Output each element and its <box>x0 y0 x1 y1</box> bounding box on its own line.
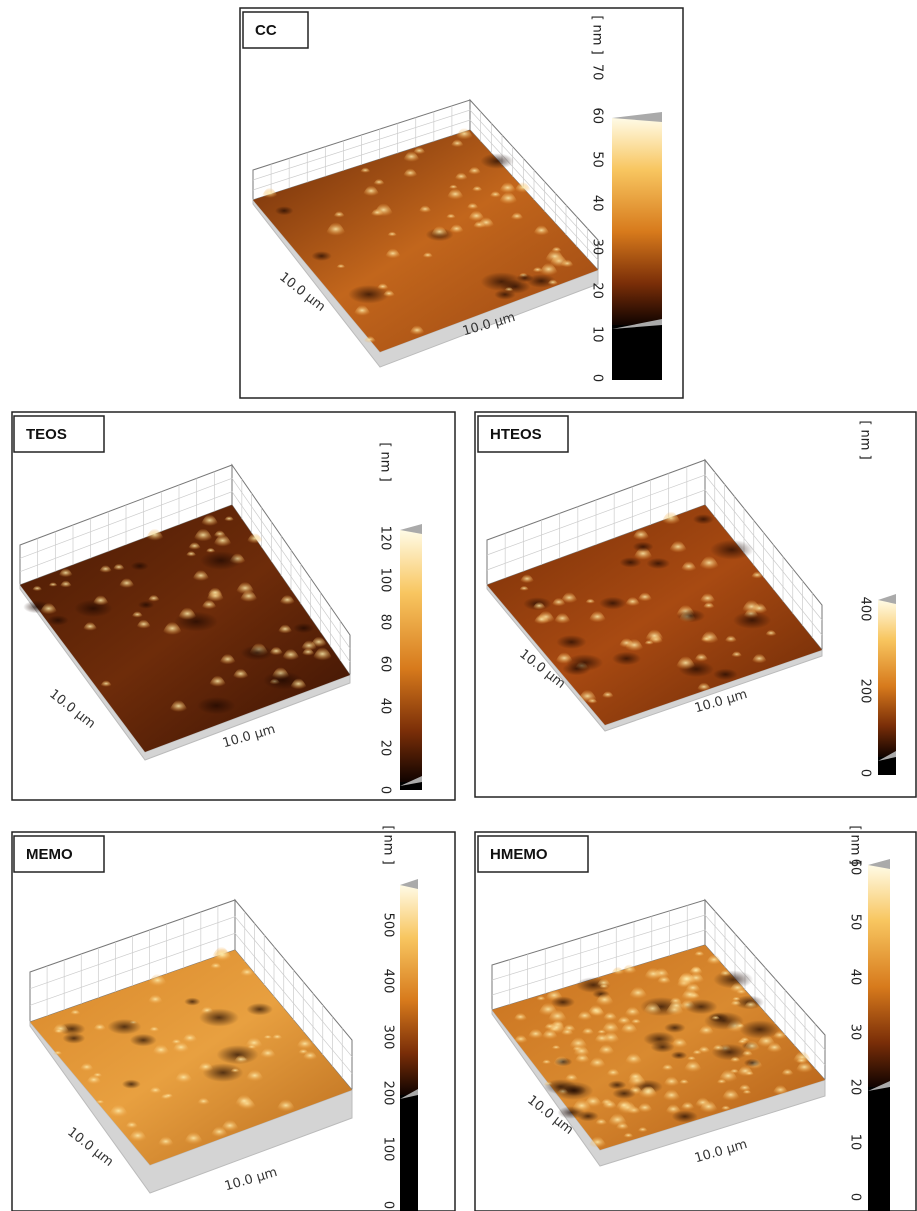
surface-pit <box>733 611 771 628</box>
colorbar-tick-label: 500 <box>381 913 396 938</box>
colorbar-tick-label: 100 <box>381 1137 396 1162</box>
colorbar-tick-label: 50 <box>848 914 863 931</box>
surface-pit <box>704 1012 744 1030</box>
colorbar-tick-label: 10 <box>848 1134 863 1151</box>
colorbar-low <box>868 1087 890 1211</box>
surface-pit <box>516 274 533 282</box>
colorbar-tick-label: 400 <box>381 969 396 994</box>
panel-label: TEOS <box>26 426 67 443</box>
colorbar-tick-label: 30 <box>590 239 605 256</box>
colorbar-tick-label: 80 <box>378 614 393 631</box>
surface-pit <box>685 999 718 1014</box>
surface-pit <box>130 1034 157 1047</box>
surface-pit <box>677 609 705 622</box>
colorbar-tick-label: 300 <box>381 1025 396 1050</box>
colorbar <box>868 865 890 1087</box>
surface-pit <box>713 669 738 681</box>
panel-label: CC <box>255 22 277 39</box>
colorbar-tick-label: 120 <box>378 526 393 551</box>
colorbar-tick-label: 40 <box>378 698 393 715</box>
surface-pit <box>664 1023 685 1033</box>
surface-pit <box>108 1019 142 1035</box>
surface-pit <box>612 652 641 666</box>
colorbar-tick-label: 20 <box>378 740 393 757</box>
colorbar-tick-label: 0 <box>590 374 605 382</box>
surface-pit <box>197 697 235 715</box>
surface-pit <box>744 1059 761 1067</box>
surface-pit <box>122 1080 141 1089</box>
surface-pit <box>577 1111 599 1121</box>
colorbar-tick-label: 10 <box>590 326 605 343</box>
afm-panel: 10.0 µm10.0 µm010203040506070[ nm ]CC <box>240 8 683 398</box>
colorbar-tick-label: 40 <box>848 969 863 986</box>
colorbar-tick-label: 100 <box>378 568 393 593</box>
colorbar-unit: [ nm ] <box>381 825 396 864</box>
surface-pit <box>184 998 200 1006</box>
surface-pit <box>551 996 575 1007</box>
surface-pit <box>199 1008 239 1026</box>
colorbar-low <box>612 325 662 380</box>
colorbar-tick-label: 200 <box>858 679 873 704</box>
colorbar-unit: [ nm ] <box>378 442 393 481</box>
surface-pit <box>311 251 331 261</box>
colorbar-tick-label: 400 <box>858 597 873 622</box>
surface-pit <box>693 514 714 524</box>
surface-pit <box>562 662 590 675</box>
colorbar-tick-label: 40 <box>590 195 605 212</box>
colorbar <box>400 530 422 782</box>
page: {"panels": [ {"label": "CC", "unit": "[ … <box>0 0 917 1211</box>
panel-label: HMEMO <box>490 846 548 863</box>
colorbar-tick-label: 60 <box>378 656 393 673</box>
surface-pit <box>671 1051 687 1059</box>
colorbar <box>878 600 896 757</box>
colorbar <box>612 118 662 325</box>
colorbar-tick-label: 30 <box>848 1024 863 1041</box>
colorbar-tick-label: 60 <box>590 108 605 125</box>
surface-pit <box>241 645 274 660</box>
colorbar-tick-label: 0 <box>848 1193 863 1201</box>
panel-label: HTEOS <box>490 426 542 443</box>
colorbar-unit: [ nm ] <box>590 15 605 54</box>
colorbar-tick-label: 200 <box>381 1081 396 1106</box>
panel-label: MEMO <box>26 846 73 863</box>
colorbar-tick-label: 20 <box>590 282 605 299</box>
colorbar-unit: [ nm ] <box>848 825 863 864</box>
afm-panel: 10.0 µm10.0 µm0200400[ nm ]HTEOS <box>475 412 916 797</box>
surface-pit <box>599 597 626 610</box>
surface-pit <box>47 615 68 625</box>
surface-pit <box>481 272 523 291</box>
colorbar <box>400 885 418 1095</box>
surface-pit <box>612 1088 636 1099</box>
colorbar-unit: [ nm ] <box>858 420 873 459</box>
colorbar-tick-label: 20 <box>848 1079 863 1096</box>
colorbar-tick-label: 0 <box>381 1201 396 1209</box>
surface-pit <box>138 601 154 609</box>
figure: 10.0 µm10.0 µm010203040506070[ nm ]CC10.… <box>0 0 917 1211</box>
surface-pit <box>633 542 654 552</box>
colorbar-tick-label: 0 <box>858 769 873 777</box>
surface-pit <box>554 1057 572 1066</box>
colorbar-tick-label: 50 <box>590 151 605 168</box>
surface-pit <box>651 1041 675 1052</box>
surface-pit <box>293 623 314 633</box>
afm-panel: 10.0 µm10.0 µm0100200300400500[ nm ]MEMO <box>12 825 455 1211</box>
afm-panel: 10.0 µm10.0 µm020406080100120[ nm ]TEOS <box>12 412 455 800</box>
surface-pit <box>480 153 514 169</box>
surface-pit <box>710 540 754 560</box>
surface-pit <box>200 551 241 570</box>
colorbar-tick-label: 70 <box>590 64 605 81</box>
surface-pit <box>63 1033 86 1044</box>
surface-pit <box>246 1003 272 1015</box>
surface-pit <box>275 206 293 215</box>
colorbar-tick-label: 0 <box>378 786 393 794</box>
surface-pit <box>494 289 515 299</box>
surface-pit <box>739 1020 780 1039</box>
colorbar-low <box>400 1095 418 1211</box>
surface-pit <box>563 1085 587 1096</box>
surface-pit <box>556 635 586 649</box>
surface-pit <box>131 562 149 571</box>
surface-pit <box>672 1110 698 1122</box>
